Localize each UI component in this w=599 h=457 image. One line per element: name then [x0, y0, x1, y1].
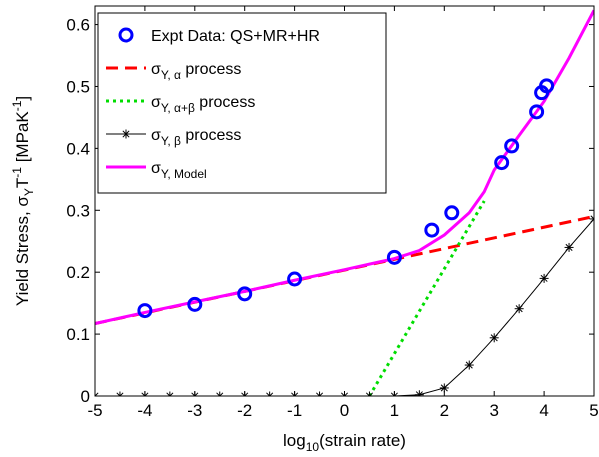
series-beta-point	[115, 391, 125, 396]
expt-data-point	[386, 249, 402, 265]
legend-label-model: σY, Model	[151, 160, 207, 181]
expt-data-point	[444, 205, 460, 221]
x-tick-label: 5	[589, 401, 598, 420]
series-beta-point	[389, 391, 399, 396]
legend-box	[97, 12, 387, 194]
x-tick-label: -2	[237, 401, 252, 420]
expt-data-point	[287, 271, 303, 287]
y-tick-label: 0.3	[66, 201, 90, 220]
series-beta-point	[165, 391, 175, 396]
series-beta-line	[95, 218, 594, 396]
plot-frame	[94, 5, 595, 397]
expt-data-point	[137, 303, 153, 319]
series-beta-point	[489, 333, 499, 343]
x-tick-label: 3	[489, 401, 498, 420]
series-beta-point	[315, 391, 325, 396]
series-beta-point	[539, 273, 549, 283]
series-beta-point	[240, 391, 250, 396]
series-beta-point	[589, 214, 594, 224]
series-beta-point	[95, 391, 100, 396]
y-axis-label: Yield Stress, σYT-1 [MPaK-1]	[10, 96, 36, 306]
expt-data-point	[504, 138, 520, 154]
legend-label-alpha: σY, α process	[151, 61, 241, 82]
y-tick-label: 0.6	[66, 16, 90, 35]
x-tick-label: -4	[137, 401, 152, 420]
expt-data-point	[187, 296, 203, 312]
series-beta-point	[364, 391, 374, 396]
x-tick-label: -5	[87, 401, 102, 420]
y-tick-label: 0	[81, 387, 90, 406]
series-beta-point	[414, 390, 424, 396]
legend-label-alphabeta: σY, α+β process	[151, 94, 255, 115]
x-tick-label: -3	[187, 401, 202, 420]
y-tick-label: 0.2	[66, 263, 90, 282]
series-model-line	[95, 9, 594, 326]
x-tick-label: 0	[340, 401, 349, 420]
x-tick-label: 4	[539, 401, 548, 420]
x-tick-label: 1	[390, 401, 399, 420]
y-tick-label: 0.1	[66, 325, 90, 344]
series-beta-point	[464, 360, 474, 370]
series-beta-point	[290, 391, 300, 396]
series-alphabeta-line	[368, 200, 486, 396]
series-beta-point	[190, 391, 200, 396]
expt-data-point	[424, 222, 440, 238]
y-tick-label: 0.5	[66, 77, 90, 96]
expt-data-point	[237, 286, 253, 302]
legend-swatch-beta-star	[121, 129, 131, 139]
series-beta-point	[215, 391, 225, 396]
x-tick-label: 2	[440, 401, 449, 420]
series-beta-point	[265, 391, 275, 396]
series-beta-point	[439, 383, 449, 393]
x-axis-label: log10(strain rate)	[283, 431, 406, 454]
tick-labels: -5 -4 -3 -2 -1 0 1 2 3 4 5 0 0.1 0.2 0.3 0.4 0.5 0.6	[66, 16, 598, 420]
legend: Expt Data: QS+MR+HR σY, α process σY, α+β …	[97, 12, 387, 194]
series-beta-point	[514, 304, 524, 314]
legend-swatch-expt	[118, 27, 134, 43]
expt-data-point	[529, 104, 545, 120]
series-layer	[95, 9, 594, 396]
expt-data-point	[494, 155, 510, 171]
series-beta-point	[140, 391, 150, 396]
series-beta-point	[340, 391, 349, 396]
legend-label-beta: σY, β process	[151, 127, 241, 148]
x-tick-label: -1	[287, 401, 302, 420]
legend-label-expt: Expt Data: QS+MR+HR	[151, 28, 320, 45]
expt-data-point	[539, 78, 555, 94]
y-tick-label: 0.4	[66, 139, 90, 158]
series-beta-point	[564, 242, 574, 252]
